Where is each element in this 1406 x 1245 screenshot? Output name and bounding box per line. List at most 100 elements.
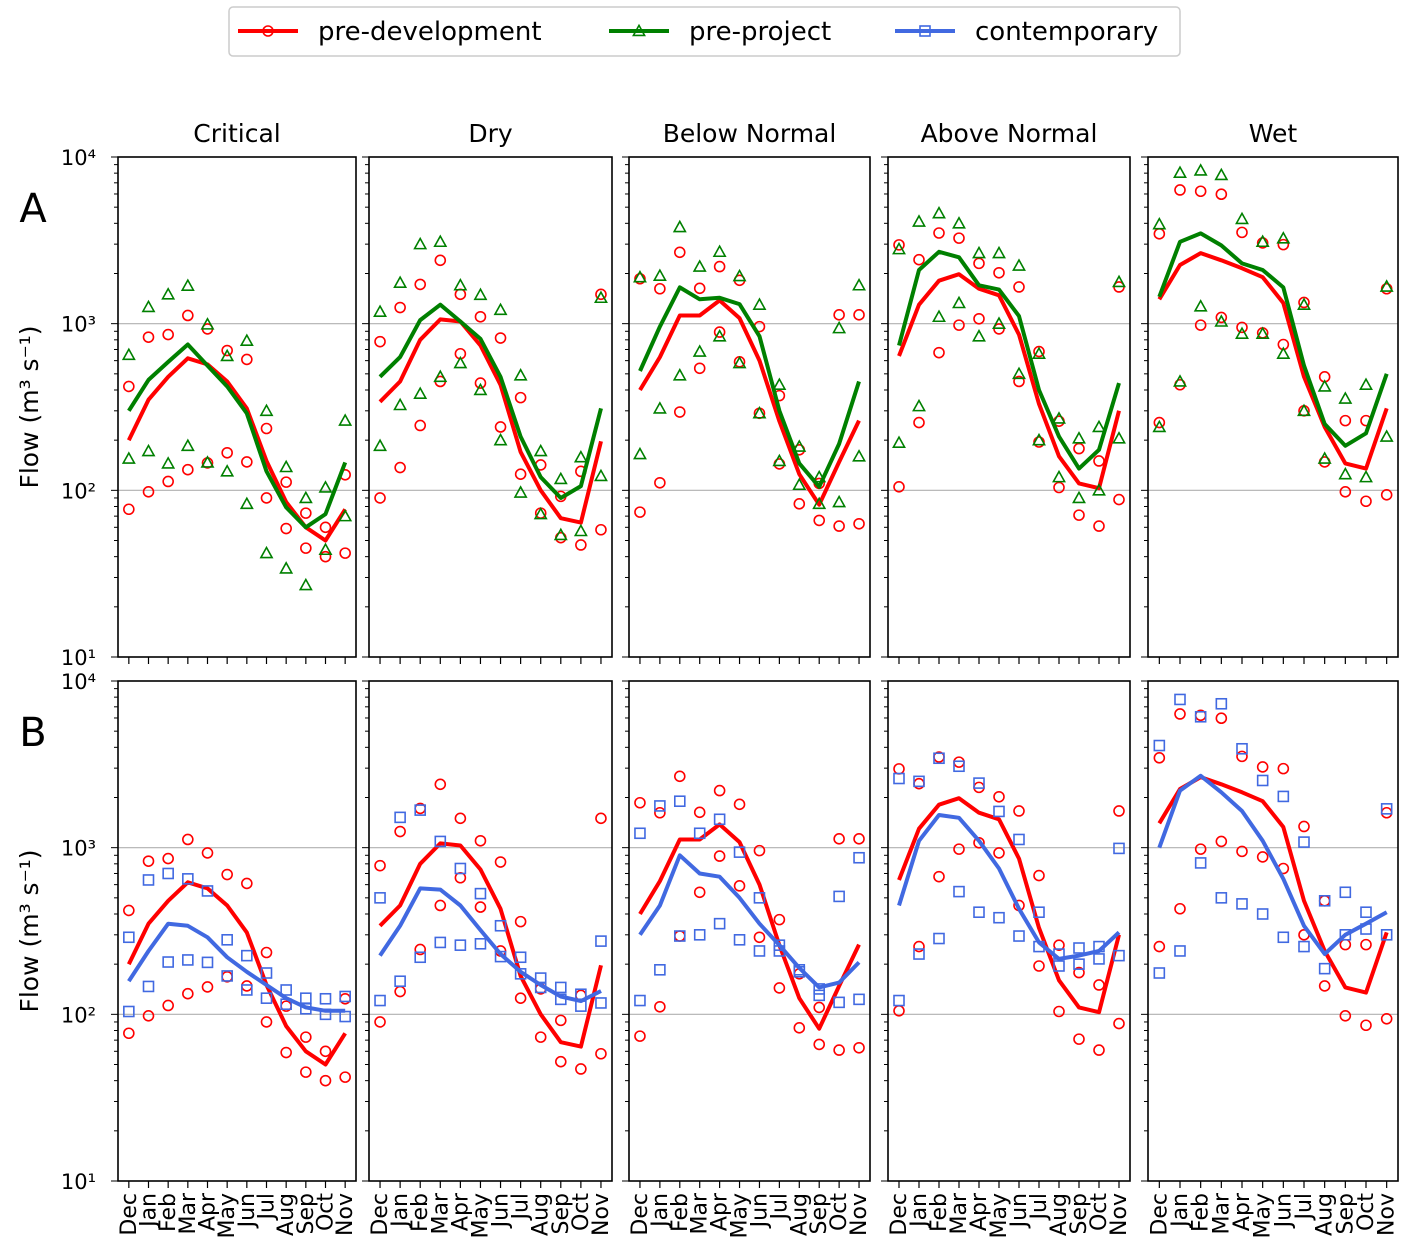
marker-pre-development-low	[793, 498, 806, 510]
marker-pre-development-high	[374, 859, 386, 872]
month-label: Dec	[887, 1193, 912, 1236]
marker-pre-project-low	[1193, 299, 1208, 312]
marker-pre-development-high	[1318, 894, 1331, 907]
marker-contemporary-low	[162, 956, 174, 968]
marker-pre-development-high	[693, 282, 706, 295]
panel-a-critical: Critical	[111, 119, 357, 664]
marker-pre-development-low	[575, 1063, 587, 1075]
marker-pre-development-high	[853, 833, 865, 845]
marker-pre-development-high	[973, 257, 985, 270]
marker-pre-project-high	[259, 403, 274, 417]
month-label: Feb	[156, 1193, 181, 1232]
legend-label-pre-project: pre-project	[689, 17, 831, 47]
marker-pre-development-low	[1153, 416, 1166, 429]
marker-contemporary-high	[374, 892, 386, 904]
marker-contemporary-low	[201, 956, 214, 969]
marker-pre-project-low	[1359, 469, 1373, 483]
marker-contemporary-high	[1380, 803, 1393, 815]
marker-contemporary-low	[1093, 953, 1105, 965]
marker-contemporary-low	[1236, 898, 1248, 910]
marker-contemporary-high	[1113, 842, 1125, 855]
marker-contemporary-low	[1013, 930, 1025, 942]
marker-pre-development-high	[993, 266, 1005, 279]
marker-pre-development-high	[953, 232, 965, 244]
marker-pre-development-high	[514, 391, 527, 404]
marker-pre-development-low	[1215, 835, 1228, 848]
month-label: Apr	[967, 1192, 992, 1231]
marker-contemporary-low	[394, 975, 406, 988]
marker-pre-project-high	[1359, 377, 1373, 391]
month-label: Feb	[668, 1193, 693, 1232]
marker-contemporary-low	[973, 906, 985, 919]
marker-pre-project-low	[593, 468, 608, 482]
marker-pre-development-high	[654, 282, 666, 295]
marker-contemporary-high	[1174, 693, 1186, 706]
marker-contemporary-low	[693, 929, 706, 941]
marker-pre-development-low	[1093, 520, 1105, 532]
month-label: Feb	[408, 1193, 433, 1232]
marker-pre-project-low	[298, 577, 313, 591]
marker-pre-project-high	[892, 241, 906, 255]
marker-contemporary-low	[374, 994, 386, 1007]
marker-pre-development-low	[913, 416, 925, 429]
marker-pre-development-low	[733, 880, 746, 892]
marker-pre-development-low	[1073, 1033, 1085, 1045]
column-title-dry: Dry	[468, 119, 513, 148]
marker-pre-development-low	[1194, 319, 1207, 331]
marker-pre-project-low	[533, 506, 548, 520]
marker-pre-development-high	[1380, 806, 1393, 819]
month-label: May	[1251, 1193, 1276, 1238]
marker-contemporary-low	[575, 1000, 587, 1012]
marker-contemporary-low	[595, 997, 607, 1009]
marker-contemporary-low	[142, 980, 155, 993]
legend-item-pre-project: pre-project	[609, 17, 831, 47]
marker-pre-development-low	[1194, 843, 1207, 855]
marker-pre-development-low	[833, 1044, 845, 1056]
month-label: Oct	[314, 1193, 339, 1231]
marker-pre-development-high	[1194, 185, 1207, 198]
y-tick-label: 10⁴	[61, 146, 96, 170]
marker-pre-project-high	[1379, 279, 1394, 292]
marker-pre-project-high	[373, 304, 388, 317]
marker-contemporary-low	[1113, 949, 1125, 962]
marker-contemporary-low	[241, 984, 253, 996]
marker-pre-project-low	[632, 446, 647, 460]
marker-pre-development-high	[1174, 708, 1186, 720]
marker-contemporary-high	[1360, 906, 1372, 919]
marker-pre-project-high	[413, 236, 428, 250]
marker-contemporary-high	[893, 772, 905, 785]
marker-pre-development-high	[853, 309, 865, 321]
marker-contemporary-high	[654, 800, 666, 812]
marker-contemporary-low	[654, 964, 666, 976]
marker-contemporary-low	[494, 950, 507, 963]
marker-pre-development-high	[1073, 442, 1085, 455]
marker-contemporary-low	[454, 939, 467, 951]
series-line-contemporary	[127, 921, 346, 1013]
marker-pre-development-high	[595, 812, 607, 825]
marker-pre-project-high	[812, 469, 827, 483]
marker-pre-development-low	[1013, 375, 1025, 388]
month-label: Jul	[255, 1193, 280, 1222]
marker-pre-development-low	[993, 847, 1005, 859]
marker-pre-project-high	[493, 302, 508, 316]
series-line-contemporary	[638, 853, 861, 990]
marker-contemporary-low	[123, 1005, 135, 1018]
marker-pre-project-low	[373, 438, 388, 452]
marker-pre-development-high	[394, 301, 406, 314]
marker-pre-development-high	[474, 834, 487, 847]
marker-pre-project-high	[952, 216, 966, 229]
marker-pre-development-low	[201, 981, 214, 993]
y-tick-label: 10¹	[61, 646, 96, 670]
marker-pre-development-low	[1236, 321, 1248, 334]
marker-pre-project-low	[220, 464, 235, 477]
marker-pre-project-low	[141, 443, 156, 457]
month-label: Nov	[1107, 1193, 1132, 1236]
marker-pre-development-low	[1339, 485, 1352, 498]
marker-pre-development-high	[123, 904, 135, 917]
marker-pre-project-high	[533, 443, 548, 457]
month-label: Jun	[489, 1193, 514, 1229]
marker-contemporary-low	[319, 1008, 332, 1021]
marker-pre-project-high	[1276, 231, 1291, 244]
marker-contemporary-low	[474, 937, 487, 950]
marker-contemporary-high	[753, 892, 766, 904]
